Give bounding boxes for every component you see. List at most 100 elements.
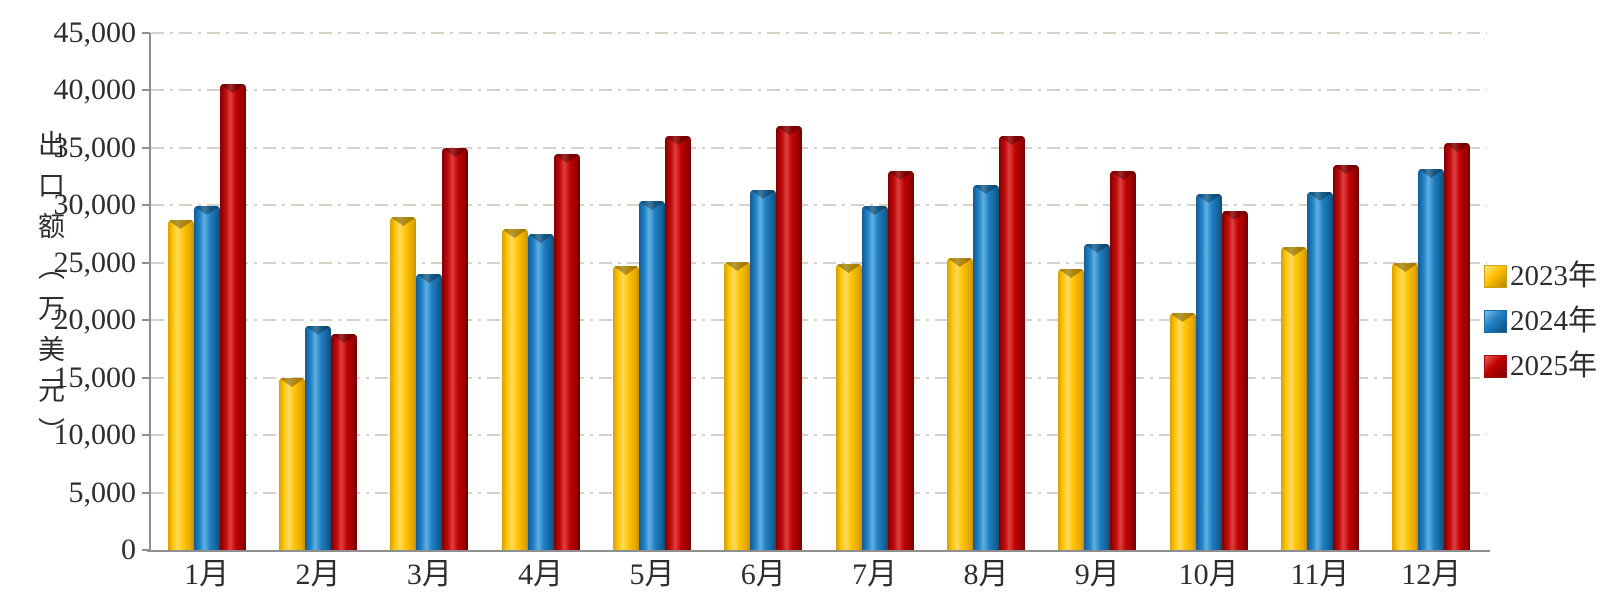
gridline <box>151 32 1487 34</box>
bar-2024年-12月 <box>1418 169 1445 550</box>
legend-swatch-icon <box>1484 310 1507 333</box>
bar-2025年-2月 <box>330 334 357 550</box>
bar-2023年-7月 <box>835 264 862 550</box>
plot-area <box>151 33 1487 550</box>
bar-group-10月 <box>1153 33 1264 550</box>
bar-2023年-8月 <box>946 258 973 550</box>
gridline <box>151 491 1487 494</box>
bar-2023年-9月 <box>1058 269 1085 550</box>
bar-2025年-12月 <box>1444 143 1471 550</box>
bar-2023年-11月 <box>1280 247 1307 550</box>
gridline <box>151 146 1487 149</box>
y-tick-mark <box>142 376 150 379</box>
x-tick-label: 12月 <box>1401 558 1462 591</box>
bar-group-7月 <box>819 33 930 550</box>
legend-label: 2025年 <box>1510 350 1598 382</box>
y-tick-label: 0 <box>121 533 136 566</box>
legend-label: 2023年 <box>1510 260 1598 292</box>
gridline <box>151 204 1487 207</box>
x-tick-label: 6月 <box>740 558 786 591</box>
bar-2023年-4月 <box>501 229 528 550</box>
y-tick-label: 30,000 <box>53 188 137 222</box>
bar-group-5月 <box>596 33 707 550</box>
x-tick-label: 3月 <box>406 558 452 591</box>
y-tick-label: 20,000 <box>53 303 137 337</box>
legend: 2023年 2024年 2025年 <box>1484 262 1597 381</box>
bar-2025年-11月 <box>1332 165 1359 550</box>
legend-item-2023年: 2023年 <box>1484 262 1597 291</box>
bar-2024年-1月 <box>193 206 220 550</box>
bar-2024年-7月 <box>861 206 888 550</box>
y-tick-mark <box>142 434 150 437</box>
bar-2023年-5月 <box>612 266 639 550</box>
bar-2025年-3月 <box>442 148 469 550</box>
bar-2025年-1月 <box>219 84 246 550</box>
bar-2024年-2月 <box>304 326 331 550</box>
bar-group-11月 <box>1264 33 1375 550</box>
x-axis-tick-labels: 1月 2月 3月 4月 5月 6月 7月 8月 9月 10月 11月 12月 <box>151 558 1487 592</box>
y-tick-mark <box>142 32 150 34</box>
bar-group-1月 <box>151 33 262 550</box>
legend-swatch-icon <box>1484 265 1507 288</box>
y-tick-label: 45,000 <box>53 16 137 49</box>
bar-group-8月 <box>930 33 1041 550</box>
bar-2024年-4月 <box>527 234 554 550</box>
bar-group-6月 <box>708 33 819 550</box>
x-tick-label: 7月 <box>852 558 898 591</box>
y-tick-mark <box>142 319 150 322</box>
bar-2025年-9月 <box>1110 171 1137 550</box>
y-tick-label: 5,000 <box>68 475 137 509</box>
legend-item-2025年: 2025年 <box>1484 352 1597 381</box>
bar-2025年-7月 <box>887 171 914 550</box>
bar-2024年-10月 <box>1195 194 1222 550</box>
y-tick-label: 15,000 <box>53 360 137 394</box>
x-axis-line <box>147 550 1490 552</box>
y-tick-mark <box>142 261 150 264</box>
y-tick-mark <box>142 204 150 207</box>
bar-2025年-6月 <box>776 126 803 550</box>
legend-item-2024年: 2024年 <box>1484 307 1597 336</box>
bar-2024年-3月 <box>416 274 443 550</box>
y-tick-mark <box>142 89 150 92</box>
gridline <box>151 376 1487 379</box>
bar-2024年-6月 <box>750 190 777 550</box>
x-tick-label: 8月 <box>963 558 1009 591</box>
bar-group-4月 <box>485 33 596 550</box>
legend-label: 2024年 <box>1510 305 1598 337</box>
y-axis-line <box>149 33 151 552</box>
bar-group-12月 <box>1376 33 1487 550</box>
bar-2023年-1月 <box>167 220 194 550</box>
gridline <box>151 434 1487 437</box>
bar-2023年-12月 <box>1392 263 1419 550</box>
x-tick-label: 4月 <box>518 558 564 591</box>
bar-2023年-10月 <box>1169 313 1196 550</box>
y-tick-mark <box>142 491 150 494</box>
bar-2025年-10月 <box>1221 211 1248 550</box>
bar-2023年-6月 <box>724 262 751 550</box>
y-tick-mark <box>142 549 150 551</box>
bar-group-9月 <box>1042 33 1153 550</box>
bar-2025年-4月 <box>553 154 580 550</box>
x-tick-label: 11月 <box>1290 558 1350 591</box>
gridline <box>151 89 1487 92</box>
bar-2024年-11月 <box>1306 192 1333 550</box>
x-tick-label: 9月 <box>1074 558 1120 591</box>
x-tick-label: 2月 <box>295 558 341 591</box>
y-tick-label: 10,000 <box>53 418 137 452</box>
legend-swatch-icon <box>1484 355 1507 378</box>
y-tick-label: 25,000 <box>53 245 137 279</box>
bar-group-3月 <box>374 33 485 550</box>
x-tick-label: 5月 <box>629 558 675 591</box>
bar-2024年-9月 <box>1084 244 1111 550</box>
bar-group-2月 <box>262 33 373 550</box>
y-tick-mark <box>142 146 150 149</box>
bar-2023年-3月 <box>390 217 417 550</box>
bar-2024年-5月 <box>638 201 665 550</box>
x-tick-label: 10月 <box>1178 558 1239 591</box>
gridline <box>151 319 1487 322</box>
y-tick-label: 35,000 <box>53 130 137 164</box>
bar-2023年-2月 <box>278 378 305 550</box>
bar-2024年-8月 <box>972 185 999 550</box>
gridline <box>151 261 1487 264</box>
